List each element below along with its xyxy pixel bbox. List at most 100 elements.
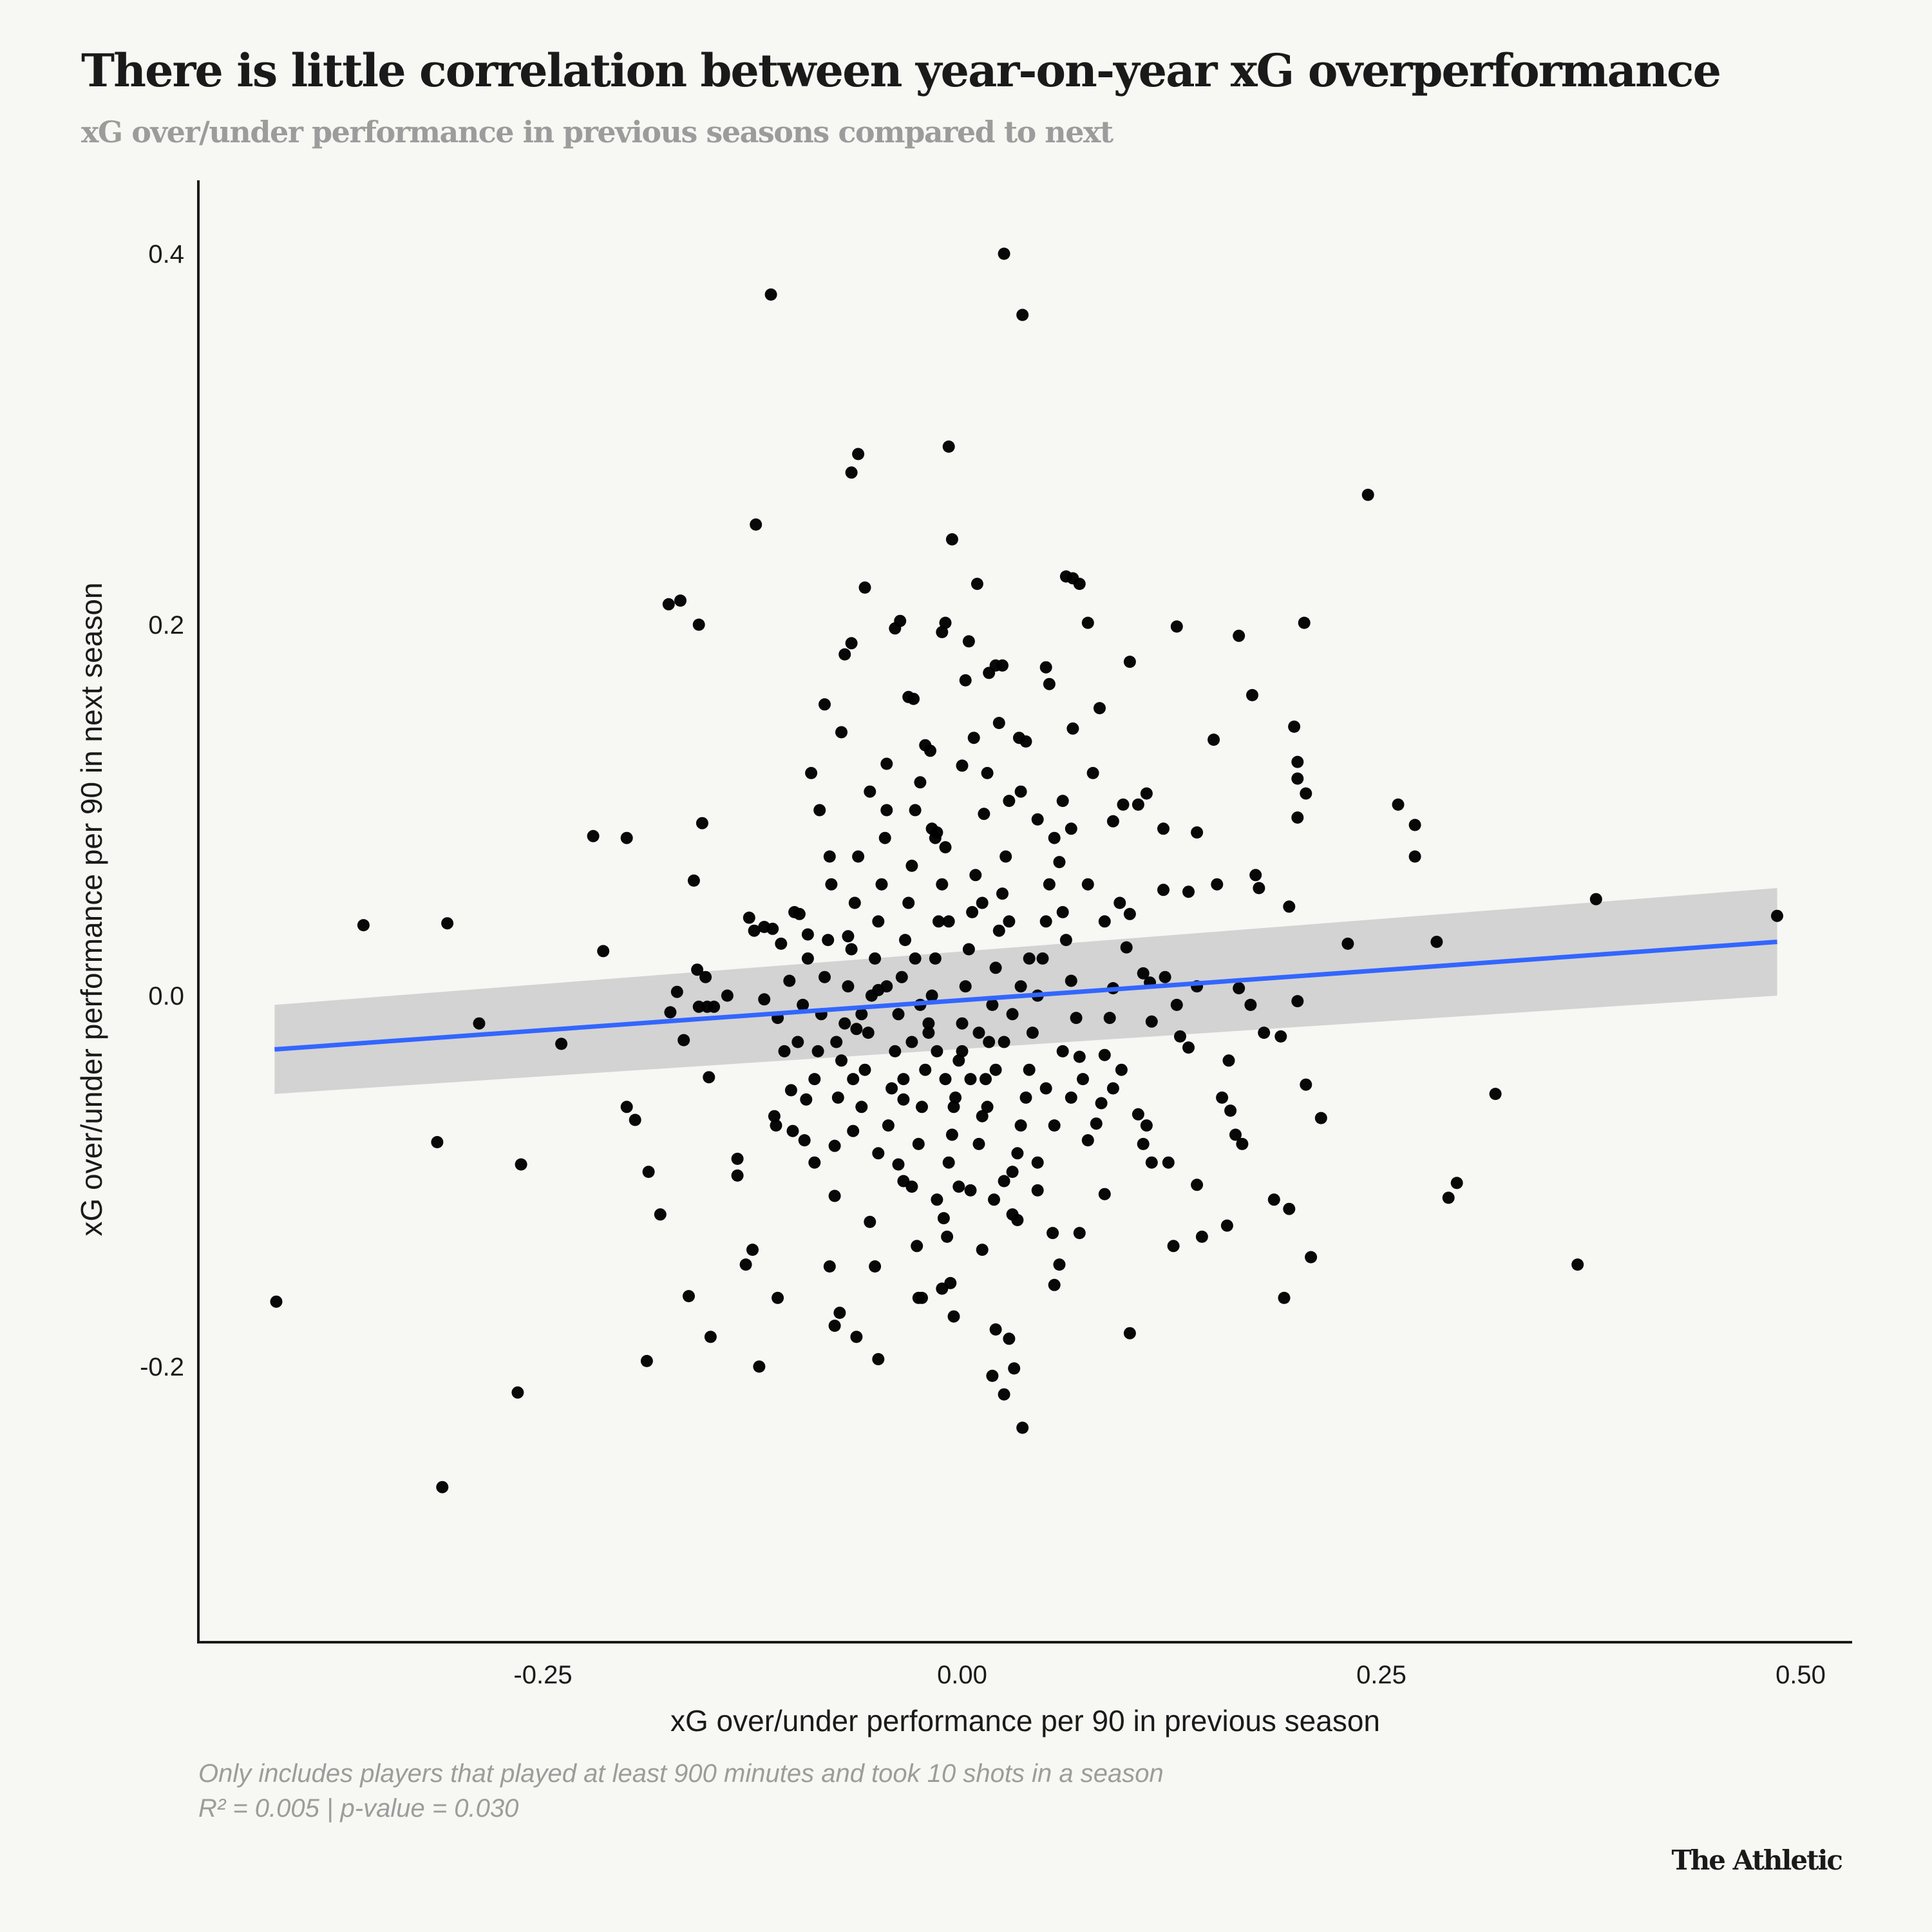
data-point	[1229, 1128, 1242, 1141]
data-point	[808, 1156, 821, 1169]
data-point	[931, 826, 943, 839]
footnote-criteria: Only includes players that played at lea…	[198, 1759, 1164, 1788]
data-point	[1065, 822, 1077, 835]
data-point	[746, 1244, 759, 1256]
data-point	[981, 766, 994, 779]
data-point	[925, 989, 938, 1002]
data-point	[1300, 1078, 1312, 1091]
data-point	[964, 1073, 977, 1086]
data-point	[1771, 909, 1783, 922]
data-point	[1170, 620, 1183, 633]
data-point	[1053, 856, 1066, 869]
data-point	[830, 1036, 843, 1048]
data-point	[1103, 1012, 1116, 1025]
data-point	[1442, 1191, 1455, 1204]
data-point	[1392, 798, 1405, 811]
regression-line	[274, 939, 1777, 1052]
data-point	[731, 1169, 744, 1182]
data-point	[808, 1073, 821, 1086]
data-point	[770, 1119, 782, 1132]
data-point	[822, 934, 835, 947]
data-point	[1048, 1119, 1061, 1132]
data-point	[1211, 878, 1224, 891]
data-point	[1014, 980, 1027, 993]
data-point	[1031, 1184, 1044, 1197]
data-point	[905, 1036, 918, 1048]
data-point	[1274, 1030, 1287, 1043]
data-point	[998, 1175, 1010, 1188]
data-point	[786, 1124, 799, 1137]
data-point	[983, 1036, 996, 1048]
data-point	[998, 1388, 1010, 1401]
data-point	[914, 776, 927, 789]
data-point	[1036, 952, 1049, 965]
data-point	[889, 1045, 902, 1057]
data-point	[1450, 1177, 1463, 1189]
x-axis-label: xG over/under performance per 90 in prev…	[670, 1704, 1380, 1738]
data-point	[1182, 1041, 1195, 1054]
data-point	[696, 817, 708, 829]
data-point	[1140, 787, 1153, 800]
data-point	[952, 1180, 965, 1193]
data-point	[924, 744, 936, 757]
data-point	[858, 1063, 871, 1076]
the-athletic-logo: The Athletic	[1671, 1844, 1843, 1876]
data-point	[1408, 850, 1421, 863]
data-point	[1191, 1179, 1204, 1191]
data-point	[1117, 798, 1130, 811]
data-point	[942, 915, 955, 928]
data-point	[880, 757, 893, 770]
data-point	[1253, 882, 1265, 895]
data-point	[1283, 1202, 1296, 1215]
data-point	[828, 1320, 841, 1332]
data-point	[1003, 1332, 1016, 1345]
data-point	[956, 759, 969, 772]
data-point	[768, 1110, 781, 1122]
points-layer	[270, 247, 1783, 1493]
data-point	[872, 915, 885, 928]
data-point	[831, 1091, 844, 1104]
data-point	[967, 732, 980, 744]
data-point	[966, 905, 979, 918]
data-point	[1145, 1015, 1158, 1028]
data-point	[929, 952, 942, 965]
data-point	[989, 1063, 1002, 1076]
data-point	[1291, 995, 1304, 1008]
data-point	[842, 980, 855, 993]
data-point	[1123, 656, 1136, 668]
data-point	[862, 1027, 875, 1039]
data-point	[947, 1310, 960, 1323]
data-point	[1056, 795, 1069, 808]
data-point	[1140, 1119, 1153, 1132]
data-point	[962, 635, 975, 648]
data-point	[441, 917, 454, 930]
data-point	[1341, 937, 1354, 950]
data-point	[1115, 1063, 1128, 1076]
data-point	[1106, 815, 1119, 828]
data-point	[1157, 884, 1170, 896]
data-point	[1081, 616, 1094, 629]
data-point	[939, 1073, 952, 1086]
data-point	[1132, 798, 1144, 811]
data-point	[1222, 1054, 1235, 1067]
data-point	[825, 878, 838, 891]
data-point	[1094, 702, 1106, 715]
y-tick-label: -0.2	[140, 1353, 184, 1381]
data-point	[677, 1034, 690, 1046]
data-point	[922, 1027, 935, 1039]
data-point	[1361, 488, 1374, 501]
data-point	[801, 928, 814, 941]
data-point	[959, 980, 972, 993]
data-point	[1090, 1117, 1103, 1130]
data-point	[1249, 869, 1262, 882]
data-point	[939, 841, 952, 854]
data-point	[964, 1184, 977, 1197]
data-point	[956, 1017, 969, 1030]
data-point	[1132, 1108, 1144, 1121]
data-point	[998, 247, 1010, 260]
data-point	[980, 1073, 992, 1086]
data-point	[1305, 1251, 1318, 1264]
data-point	[989, 1323, 1002, 1336]
data-point	[1056, 1045, 1069, 1057]
data-point	[1106, 1082, 1119, 1095]
